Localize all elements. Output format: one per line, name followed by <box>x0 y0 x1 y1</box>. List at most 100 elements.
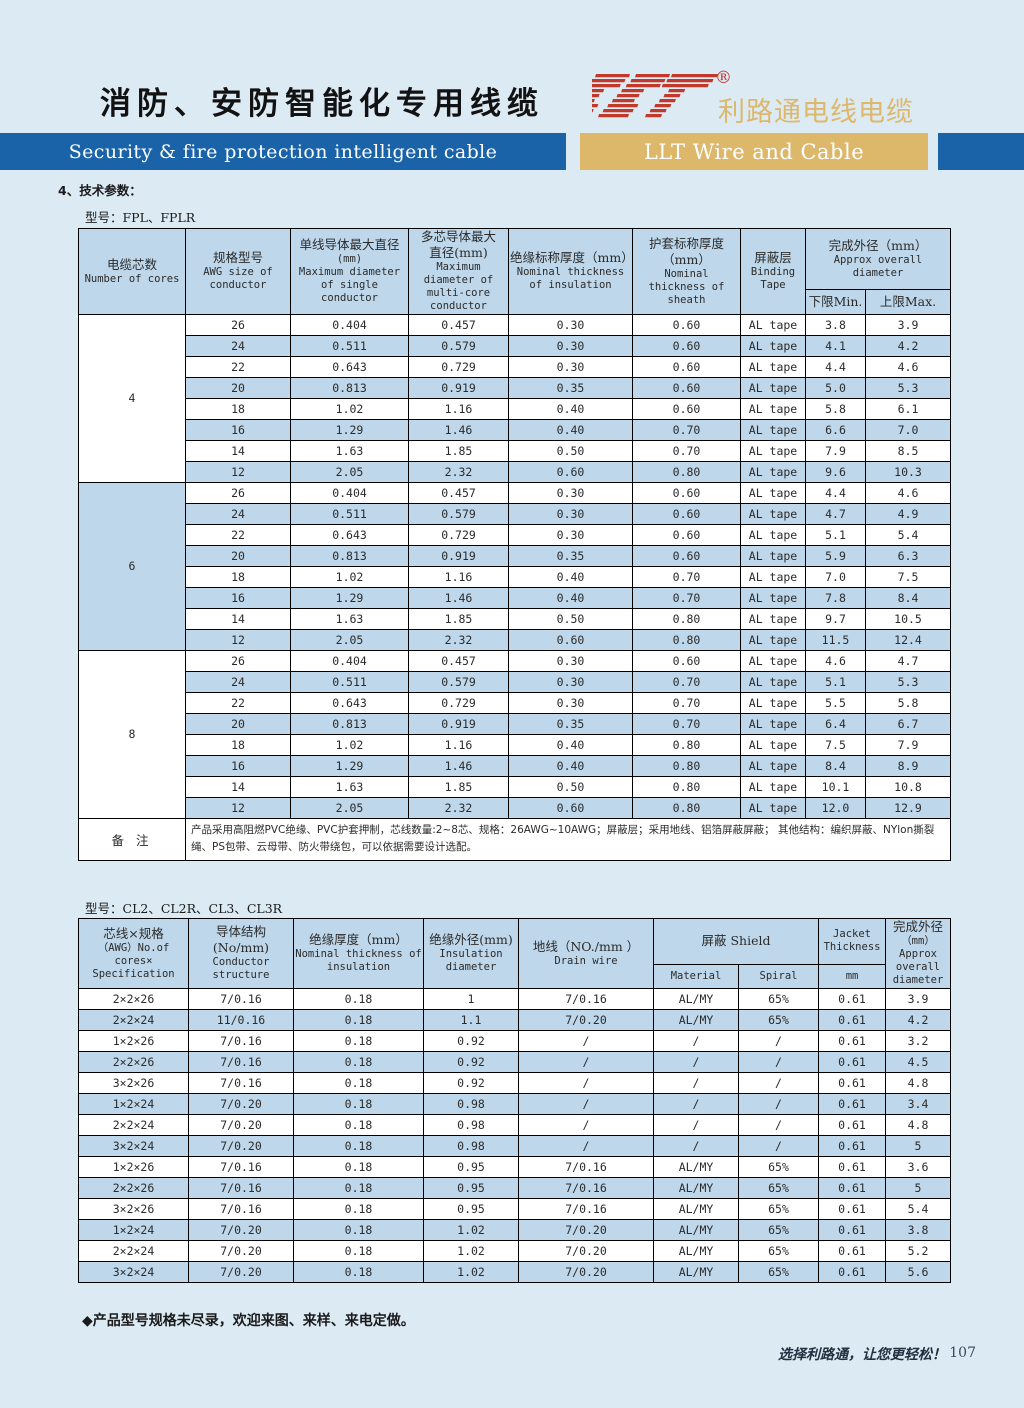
cell: 18 <box>185 733 291 756</box>
cell: 7/0.16 <box>518 987 654 1010</box>
cell: 7.8 <box>805 586 866 609</box>
cell: AL tape <box>740 670 806 693</box>
cell: 3.8 <box>885 1218 952 1241</box>
cell: 8.4 <box>805 754 866 777</box>
cell: 7/0.20 <box>518 1218 654 1241</box>
cell: 2×2×26 <box>78 1176 189 1199</box>
cell: AL tape <box>740 460 806 483</box>
cell: 4.1 <box>805 334 866 357</box>
cell: 65% <box>737 1260 820 1283</box>
cell: 65% <box>737 1155 820 1178</box>
cell: 0.40 <box>508 397 633 420</box>
cell: 9.6 <box>805 460 866 483</box>
cell: AL tape <box>740 607 806 630</box>
cell: 7/0.16 <box>518 1176 654 1199</box>
table1-subheader-row: 下限Min. 上限Max. <box>79 289 951 315</box>
cell: 0.61 <box>818 1050 887 1073</box>
cell: 0.50 <box>508 439 633 462</box>
cell: 0.50 <box>508 775 633 798</box>
cell: 0.80 <box>632 754 741 777</box>
th-en: Conductor structure <box>212 956 270 982</box>
cell: 6.6 <box>805 418 866 441</box>
cell: 0.457 <box>408 649 509 672</box>
cell: 2×2×26 <box>78 987 189 1010</box>
th-en: Number of cores <box>84 272 180 285</box>
cell: AL tape <box>740 586 806 609</box>
cell: 3.6 <box>885 1155 952 1178</box>
cell: 1.02 <box>290 565 409 588</box>
cell: 1.46 <box>408 418 509 441</box>
cell: 0.98 <box>423 1092 519 1115</box>
table-row: 3×2×26 7/0.16 0.18 0.95 7/0.16 AL/MY 65% 0.61 5.… <box>78 1197 952 1220</box>
cell: 0.92 <box>423 1029 519 1052</box>
registered-trademark-icon: ® <box>715 68 732 88</box>
cell: 8.4 <box>865 586 951 609</box>
cell: 0.40 <box>508 418 633 441</box>
cell: 5.8 <box>805 397 866 420</box>
cell: AL tape <box>740 397 806 420</box>
cell: AL tape <box>740 376 806 399</box>
cell: 5.4 <box>865 523 951 546</box>
cell: 0.919 <box>408 544 509 567</box>
cell: 0.404 <box>290 313 409 336</box>
th-cn: 电缆芯数 <box>106 256 157 272</box>
cell: 0.40 <box>508 733 633 756</box>
th-cn2: （mm） <box>901 935 935 947</box>
cell: 22 <box>185 523 291 546</box>
cell: 0.579 <box>408 334 509 357</box>
cell: 0.61 <box>818 1197 887 1220</box>
cell: / <box>653 1050 739 1073</box>
th-en: Drain wire <box>554 954 618 967</box>
cell: 4.9 <box>865 502 951 525</box>
cell: 0.61 <box>818 1113 887 1136</box>
cell: 1.46 <box>408 586 509 609</box>
cell: 0.92 <box>423 1071 519 1094</box>
th-en: Insulation diameter <box>439 948 503 974</box>
cell: 0.18 <box>293 1134 424 1157</box>
th-shield-spiral: Spiral <box>737 963 820 989</box>
cell: 1.63 <box>290 439 409 462</box>
cell: 0.61 <box>818 1260 887 1283</box>
cell: AL tape <box>740 754 806 777</box>
cell: 1×2×26 <box>78 1155 189 1178</box>
cell: 0.61 <box>818 1239 887 1262</box>
cell: 0.60 <box>632 397 741 420</box>
cell: AL/MY <box>653 1239 739 1262</box>
th-en: Nominal thickness of sheath <box>648 267 725 306</box>
cell: 10.3 <box>865 460 951 483</box>
th-en: AWG size of conductor <box>203 266 273 292</box>
table-row: 3×2×26 7/0.16 0.18 0.92///0.61 4.8 <box>78 1071 952 1094</box>
cell: 0.404 <box>290 649 409 672</box>
cell: / <box>518 1092 654 1115</box>
table1-note-row: 备 注产品采用高阻燃PVC绝缘、PVC护套押制，芯线数量:2~8芯、规格：26A… <box>78 817 951 862</box>
cell: 5.4 <box>885 1197 952 1220</box>
cell: 7/0.16 <box>518 1155 654 1178</box>
cell: 0.60 <box>632 502 741 525</box>
table-row: 18 1.02 1.16 0.40 0.80 AL tape 7.5 7.9 <box>78 733 951 756</box>
cell: 7.0 <box>805 565 866 588</box>
cell: 65% <box>737 1218 820 1241</box>
cell: 0.18 <box>293 1029 424 1052</box>
cell: 5.3 <box>865 376 951 399</box>
th-en: Approx overall diameter <box>833 254 923 280</box>
cell: 0.919 <box>408 712 509 735</box>
cell: 20 <box>185 712 291 735</box>
cell: AL tape <box>740 502 806 525</box>
cell: 24 <box>185 502 291 525</box>
table-row: 4 26 0.404 0.457 0.30 0.60 AL tape 3.8 3.9 <box>78 313 951 483</box>
cell: 1.46 <box>408 754 509 777</box>
th-en: cores× Specification <box>92 954 175 980</box>
cell: AL tape <box>740 775 806 798</box>
cell: 0.98 <box>423 1113 519 1136</box>
cell: 2.32 <box>408 628 509 651</box>
table-row: 6 26 0.404 0.457 0.30 0.60 AL tape 4.4 4.6 <box>78 481 951 651</box>
th-cn: 完成外径 <box>893 919 944 934</box>
cell: 26 <box>185 313 291 336</box>
cell: / <box>653 1092 739 1115</box>
cell: 1.85 <box>408 775 509 798</box>
cell: 4.7 <box>865 649 951 672</box>
cell: 4.5 <box>885 1050 952 1073</box>
cell: 0.18 <box>293 1008 424 1031</box>
cell: 2×2×24 <box>78 1008 189 1031</box>
llt-logo-icon <box>592 68 742 130</box>
